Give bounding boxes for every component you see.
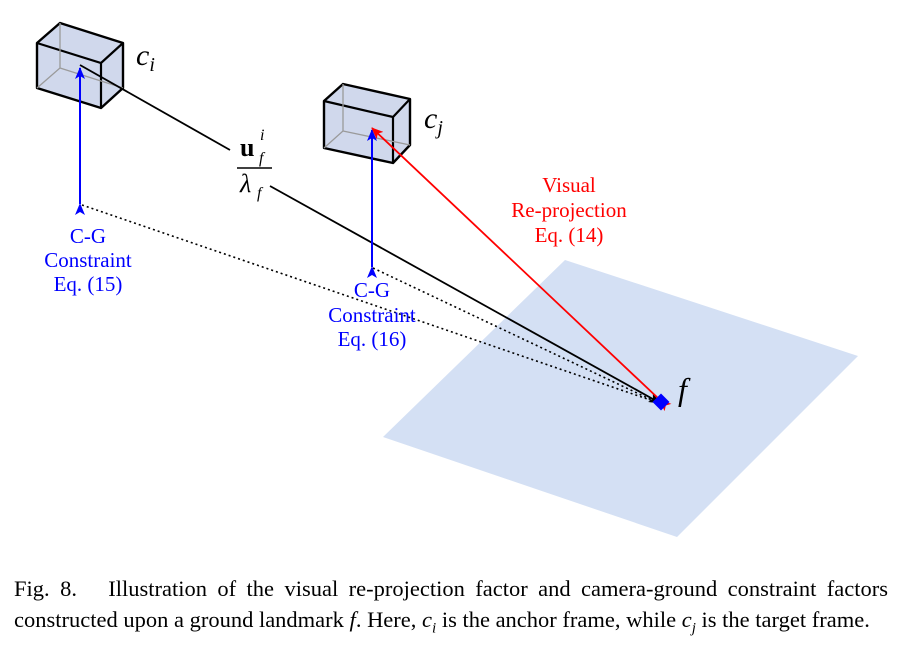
svg-text:C-G: C-G [354, 278, 390, 302]
figure-number: Fig. 8. [14, 576, 77, 601]
svg-text:Eq. (16): Eq. (16) [338, 327, 407, 351]
bearing-fraction: u i f λ f [237, 127, 272, 202]
svg-text:λ: λ [239, 169, 251, 198]
svg-text:Eq. (14): Eq. (14) [535, 223, 604, 247]
camera-i-label: ci [136, 39, 155, 76]
svg-text:Visual: Visual [542, 173, 596, 197]
ground-plane [383, 260, 858, 537]
cg-constraint-j-label: C-G Constraint Eq. (16) [328, 278, 416, 351]
svg-text:Constraint: Constraint [44, 248, 132, 272]
figure-caption: Fig. 8. Illustration of the visual re-pr… [14, 576, 889, 637]
svg-text:Eq. (15): Eq. (15) [54, 272, 123, 296]
svg-text:f: f [257, 185, 264, 202]
svg-text:i: i [260, 127, 264, 144]
visual-reprojection-arrow [371, 127, 672, 412]
svg-text:Re-projection: Re-projection [511, 198, 627, 222]
visual-reprojection-label: Visual Re-projection Eq. (14) [511, 173, 627, 247]
cg-constraint-i-label: C-G Constraint Eq. (15) [44, 224, 132, 296]
svg-text:Constraint: Constraint [328, 303, 416, 327]
feature-marker [652, 393, 670, 411]
svg-text:u: u [240, 133, 254, 162]
svg-text:C-G: C-G [70, 224, 106, 248]
diagram: ci cj f u i f λ f C-G Constraint Eq. (15… [35, 21, 858, 537]
camera-j-label: cj [424, 102, 443, 139]
bearing-ray-upper [79, 64, 231, 151]
svg-text:f: f [259, 150, 266, 167]
